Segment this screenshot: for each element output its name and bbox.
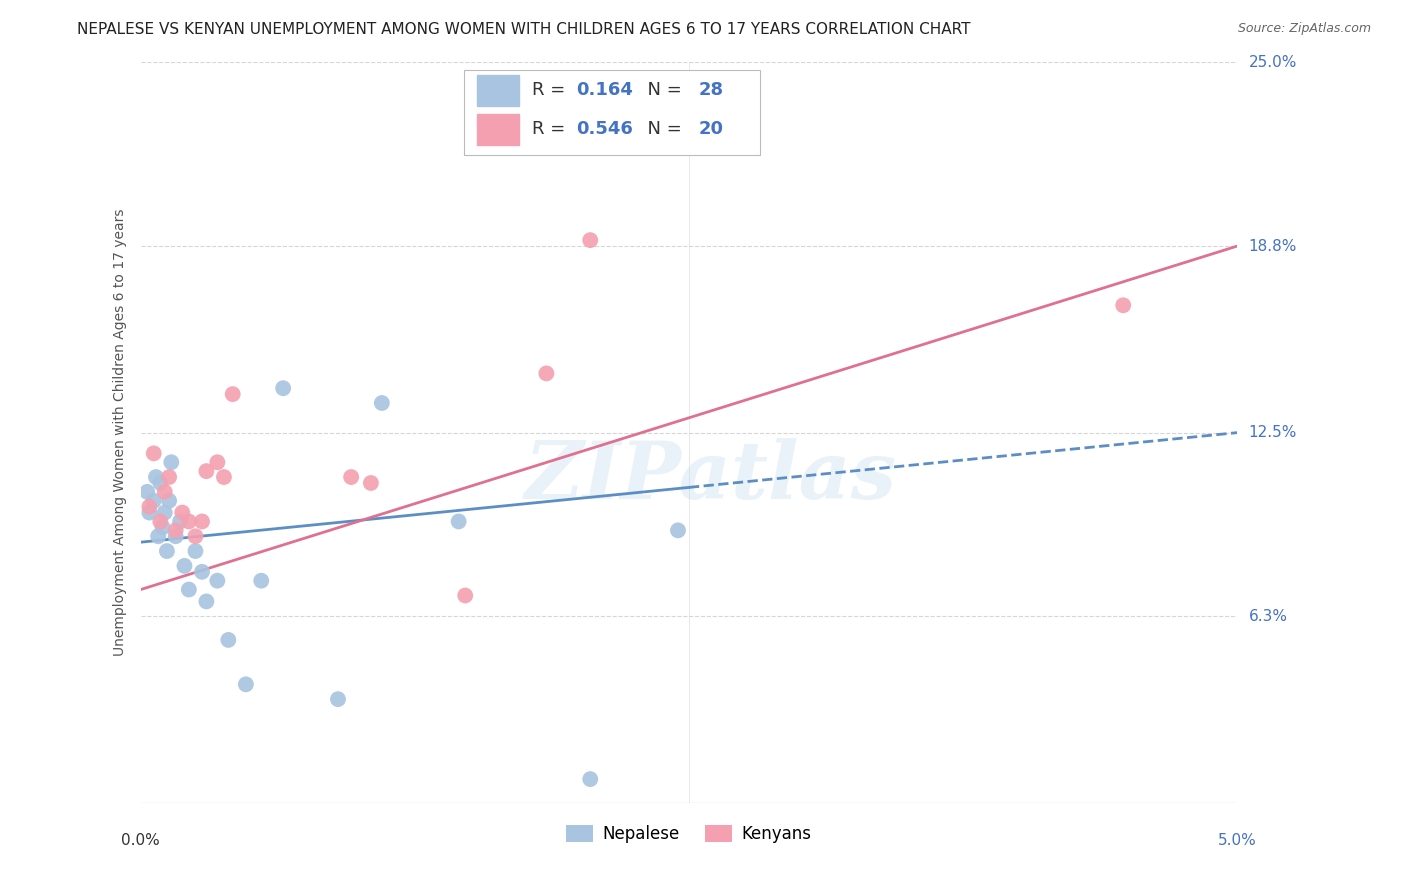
- Text: NEPALESE VS KENYAN UNEMPLOYMENT AMONG WOMEN WITH CHILDREN AGES 6 TO 17 YEARS COR: NEPALESE VS KENYAN UNEMPLOYMENT AMONG WO…: [77, 22, 970, 37]
- Point: [184, 544, 207, 558]
- Point: [666, 524, 689, 538]
- Point: [447, 515, 470, 529]
- Point: [191, 565, 214, 579]
- Point: [149, 475, 172, 490]
- Point: [160, 455, 183, 469]
- Text: 25.0%: 25.0%: [1249, 55, 1296, 70]
- Point: [138, 506, 160, 520]
- Text: N =: N =: [637, 81, 688, 99]
- Point: [152, 520, 174, 534]
- Text: Source: ZipAtlas.com: Source: ZipAtlas.com: [1237, 22, 1371, 36]
- Point: [222, 387, 245, 401]
- Point: [165, 524, 187, 538]
- Point: [156, 544, 179, 558]
- Text: 6.3%: 6.3%: [1249, 608, 1288, 624]
- Point: [579, 233, 602, 247]
- Legend: Nepalese, Kenyans: Nepalese, Kenyans: [560, 819, 818, 850]
- Point: [184, 529, 207, 543]
- Point: [145, 470, 167, 484]
- Text: 12.5%: 12.5%: [1249, 425, 1296, 440]
- Point: [207, 574, 229, 588]
- Text: N =: N =: [637, 120, 688, 138]
- Point: [136, 484, 159, 499]
- Text: 5.0%: 5.0%: [1218, 833, 1257, 848]
- Text: R =: R =: [531, 120, 571, 138]
- Point: [360, 475, 382, 490]
- Point: [142, 493, 165, 508]
- Point: [169, 515, 191, 529]
- Text: 18.8%: 18.8%: [1249, 238, 1296, 253]
- Point: [142, 446, 165, 460]
- Point: [191, 515, 214, 529]
- Point: [536, 367, 558, 381]
- Point: [271, 381, 294, 395]
- Text: 20: 20: [699, 120, 724, 138]
- Point: [326, 692, 349, 706]
- Point: [172, 506, 194, 520]
- Text: 0.546: 0.546: [576, 120, 633, 138]
- Point: [153, 506, 176, 520]
- Point: [207, 455, 229, 469]
- Point: [177, 582, 200, 597]
- Point: [173, 558, 195, 573]
- Point: [250, 574, 273, 588]
- Point: [149, 515, 172, 529]
- Point: [157, 493, 180, 508]
- Text: R =: R =: [531, 81, 571, 99]
- Point: [195, 594, 218, 608]
- Text: ZIPatlas: ZIPatlas: [524, 438, 897, 516]
- Text: 28: 28: [699, 81, 724, 99]
- Point: [146, 529, 169, 543]
- Point: [235, 677, 257, 691]
- Text: 0.164: 0.164: [576, 81, 633, 99]
- Y-axis label: Unemployment Among Women with Children Ages 6 to 17 years: Unemployment Among Women with Children A…: [112, 209, 127, 657]
- Point: [1112, 298, 1135, 312]
- Point: [454, 589, 477, 603]
- Point: [217, 632, 239, 647]
- FancyBboxPatch shape: [477, 113, 519, 145]
- Point: [157, 470, 180, 484]
- Point: [138, 500, 160, 514]
- Text: 0.0%: 0.0%: [121, 833, 160, 848]
- Point: [371, 396, 394, 410]
- Point: [165, 529, 187, 543]
- FancyBboxPatch shape: [464, 70, 761, 155]
- Point: [212, 470, 235, 484]
- Point: [195, 464, 218, 478]
- Point: [579, 772, 602, 786]
- FancyBboxPatch shape: [477, 75, 519, 105]
- Point: [177, 515, 200, 529]
- Point: [340, 470, 363, 484]
- Point: [153, 484, 176, 499]
